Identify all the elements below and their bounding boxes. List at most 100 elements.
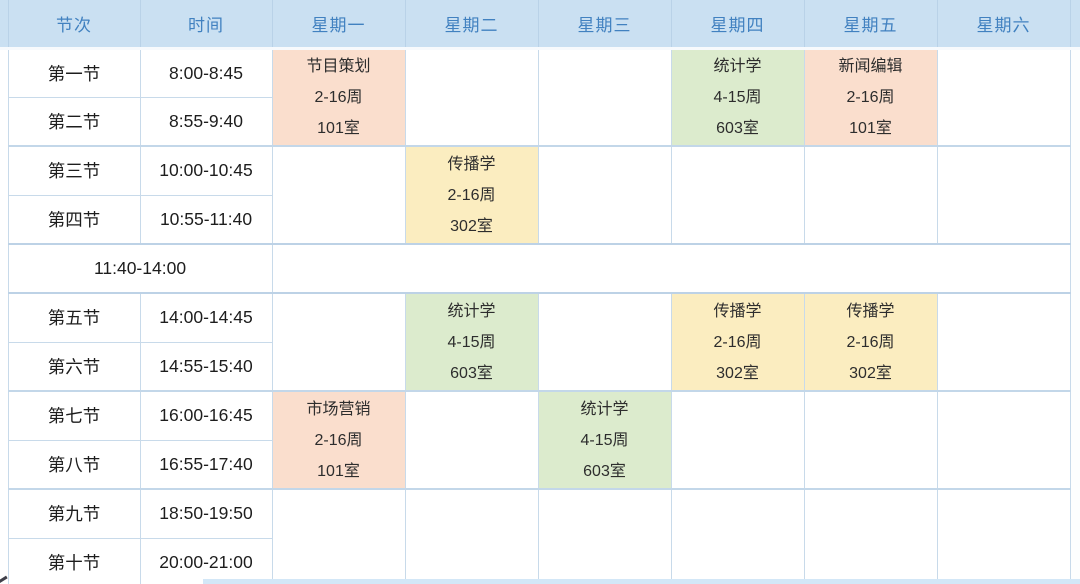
row-period-9: 第九节 18:50-19:50	[0, 488, 1080, 584]
empty-slot-wednesday-1-2	[537, 47, 672, 147]
course-name: 传播学	[846, 302, 895, 320]
empty-slot-thursday-9-10	[670, 488, 805, 584]
row-period-10: 第十节 20:00-21:00	[0, 537, 1080, 584]
time-label: 18:50-19:50	[139, 488, 273, 539]
empty-slot-tuesday-1-2	[404, 47, 539, 147]
course-block-thursday-5-6[interactable]: 传播学 2-16周 302室	[670, 292, 805, 392]
empty-slot-thursday-3-4	[670, 145, 805, 245]
header-left-gutter	[0, 0, 9, 50]
empty-slot-friday-3-4	[803, 145, 938, 245]
empty-slot-monday-9-10	[271, 488, 406, 584]
row-period-3: 第三节 10:00-10:45 传播学 2-16周 302室	[0, 145, 1080, 245]
course-weeks: 4-15周	[713, 88, 762, 106]
course-weeks: 2-16周	[447, 186, 496, 204]
course-name: 新闻编辑	[838, 57, 903, 75]
col-header-thursday: 星期四	[670, 0, 805, 50]
course-room: 302室	[849, 364, 892, 382]
course-room: 603室	[450, 364, 493, 382]
course-weeks: 2-16周	[846, 88, 895, 106]
period-label: 第七节	[7, 390, 141, 441]
course-weeks: 2-16周	[314, 88, 363, 106]
course-block-thursday-1-2[interactable]: 统计学 4-15周 603室	[670, 47, 805, 147]
course-block-wednesday-7-8[interactable]: 统计学 4-15周 603室	[537, 390, 672, 490]
break-time-label: 11:40-14:00	[7, 243, 273, 294]
header-right-gutter	[1069, 0, 1080, 50]
time-label: 16:00-16:45	[139, 390, 273, 441]
course-block-monday-7-8[interactable]: 市场营销 2-16周 101室	[271, 390, 406, 490]
empty-slot-monday-5-6	[271, 292, 406, 392]
time-label: 10:55-11:40	[139, 194, 273, 245]
empty-slot-tuesday-9-10	[404, 488, 539, 584]
col-header-wednesday: 星期三	[537, 0, 672, 50]
time-label: 8:00-8:45	[139, 47, 273, 98]
course-room: 101室	[317, 462, 360, 480]
time-label: 14:55-15:40	[139, 341, 273, 392]
bottom-edge-bar	[203, 579, 1080, 584]
course-block-friday-1-2[interactable]: 新闻编辑 2-16周 101室	[803, 47, 938, 147]
row-period-5: 第五节 14:00-14:45 统计学 4-15周 603室 传播学 2-16周…	[0, 292, 1080, 392]
col-header-time: 时间	[139, 0, 273, 50]
course-name: 统计学	[580, 400, 629, 418]
empty-slot-friday-9-10	[803, 488, 938, 584]
row-period-8: 第八节 16:55-17:40	[0, 439, 1080, 490]
time-label: 20:00-21:00	[139, 537, 273, 584]
empty-slot-tuesday-7-8	[404, 390, 539, 490]
course-room: 603室	[583, 462, 626, 480]
period-label: 第三节	[7, 145, 141, 196]
period-label: 第六节	[7, 341, 141, 392]
period-label: 第二节	[7, 96, 141, 147]
course-weeks: 2-16周	[846, 333, 895, 351]
row-period-6: 第六节 14:55-15:40	[0, 341, 1080, 392]
col-header-friday: 星期五	[803, 0, 938, 50]
course-name: 传播学	[713, 302, 762, 320]
col-header-saturday: 星期六	[936, 0, 1071, 50]
row-period-7: 第七节 16:00-16:45 市场营销 2-16周 101室 统计学 4-15…	[0, 390, 1080, 490]
empty-slot-wednesday-9-10	[537, 488, 672, 584]
empty-slot-friday-7-8	[803, 390, 938, 490]
header-row: 节次 时间 星期一 星期二 星期三 星期四 星期五 星期六	[0, 0, 1080, 50]
break-empty-cell	[271, 243, 1071, 294]
period-label: 第四节	[7, 194, 141, 245]
period-label: 第一节	[7, 47, 141, 98]
course-weeks: 4-15周	[580, 431, 629, 449]
row-period-4: 第四节 10:55-11:40	[0, 194, 1080, 245]
empty-slot-saturday-7-8	[936, 390, 1071, 490]
course-room: 302室	[450, 217, 493, 235]
course-name: 统计学	[713, 57, 762, 75]
course-weeks: 4-15周	[447, 333, 496, 351]
empty-slot-thursday-7-8	[670, 390, 805, 490]
course-name: 市场营销	[306, 400, 371, 418]
time-label: 16:55-17:40	[139, 439, 273, 490]
time-label: 14:00-14:45	[139, 292, 273, 343]
empty-slot-saturday-3-4	[936, 145, 1071, 245]
empty-slot-wednesday-3-4	[537, 145, 672, 245]
course-block-friday-5-6[interactable]: 传播学 2-16周 302室	[803, 292, 938, 392]
empty-slot-saturday-5-6	[936, 292, 1071, 392]
left-gutter	[0, 47, 9, 584]
right-gutter	[1069, 47, 1080, 584]
empty-slot-monday-3-4	[271, 145, 406, 245]
lunch-break-row: 11:40-14:00	[0, 243, 1080, 294]
course-name: 统计学	[447, 302, 496, 320]
course-name: 节目策划	[306, 57, 371, 75]
course-block-tuesday-5-6[interactable]: 统计学 4-15周 603室	[404, 292, 539, 392]
course-block-monday-1-2[interactable]: 节目策划 2-16周 101室	[271, 47, 406, 147]
course-block-tuesday-3-4[interactable]: 传播学 2-16周 302室	[404, 145, 539, 245]
empty-slot-wednesday-5-6	[537, 292, 672, 392]
course-room: 101室	[849, 119, 892, 137]
time-label: 10:00-10:45	[139, 145, 273, 196]
course-weeks: 2-16周	[713, 333, 762, 351]
col-header-period: 节次	[7, 0, 141, 50]
course-room: 603室	[716, 119, 759, 137]
row-period-1: 第一节 8:00-8:45 节目策划 2-16周 101室 统计学 4-15周 …	[0, 47, 1080, 584]
period-label: 第八节	[7, 439, 141, 490]
empty-slot-saturday-9-10	[936, 488, 1071, 584]
course-room: 302室	[716, 364, 759, 382]
course-name: 传播学	[447, 155, 496, 173]
col-header-monday: 星期一	[271, 0, 406, 50]
period-label: 第五节	[7, 292, 141, 343]
course-room: 101室	[317, 119, 360, 137]
col-header-tuesday: 星期二	[404, 0, 539, 50]
